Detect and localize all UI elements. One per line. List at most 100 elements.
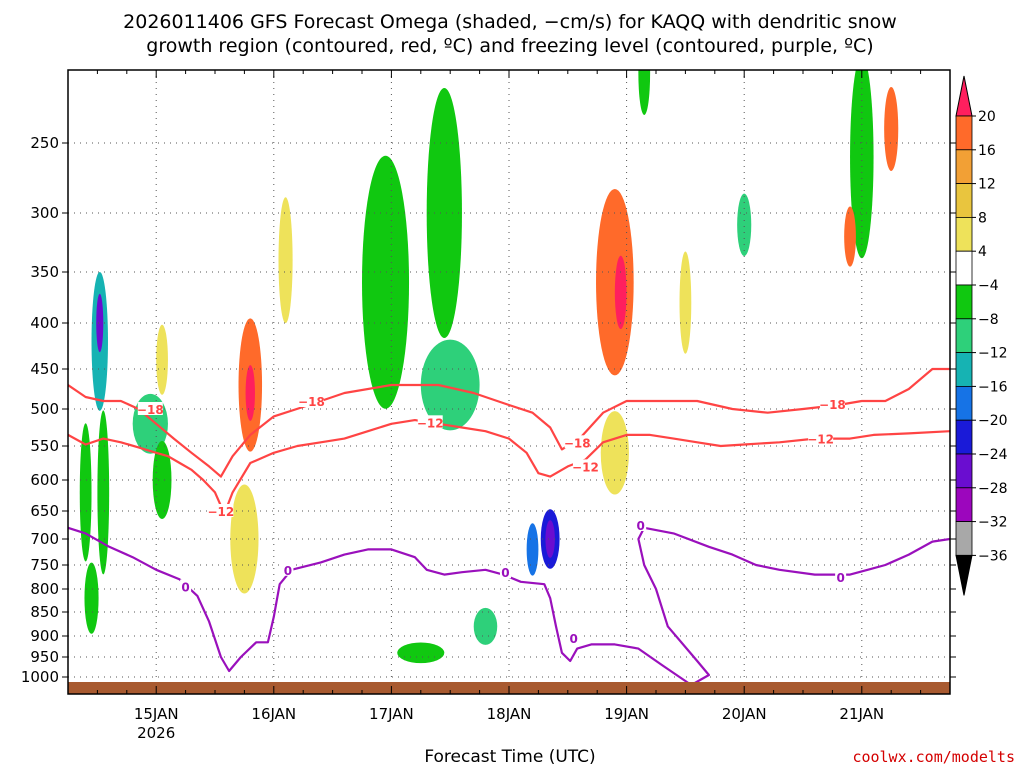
contour-label-minus-18: −18 (564, 436, 591, 450)
omega-region (156, 324, 168, 395)
colorbar-label: 8 (978, 210, 987, 226)
omega-region (545, 520, 555, 558)
contour-label-bg (298, 394, 324, 407)
colorbar-segment (955, 115, 973, 151)
y-tick-label: 400 (30, 314, 59, 332)
omega-region (638, 70, 651, 115)
contour-label-minus-18: −18 (137, 403, 164, 417)
omega-region (278, 197, 293, 324)
contour-label-bg (208, 504, 234, 517)
colorbar-arrow-top (955, 75, 973, 117)
x-tick-label: 21JAN (839, 705, 884, 723)
contour-label-bg (282, 562, 294, 576)
contour-label-minus-12: −12 (207, 505, 234, 519)
colorbar-segment (955, 487, 973, 522)
colorbar-segment (955, 419, 973, 455)
contour-label-freezing-0: 0 (181, 581, 189, 595)
omega-region (97, 410, 110, 575)
contour-label-bg (572, 459, 598, 473)
omega-region (426, 88, 462, 338)
omega-region (884, 87, 899, 171)
y-tick-label: 700 (30, 530, 59, 548)
omega-region (245, 365, 255, 421)
omega-region (600, 411, 629, 495)
x-tick-sublabel: 2026 (137, 724, 175, 742)
colorbar-label: 20 (978, 109, 996, 125)
contour-label-bg (499, 565, 511, 579)
y-tick-label: 450 (30, 360, 59, 378)
y-tick-label: 600 (30, 471, 59, 489)
contour-label-minus-12: −12 (417, 416, 444, 430)
y-tick-label: 500 (30, 400, 59, 418)
omega-region (397, 642, 445, 664)
plot-area: 0 0 0 0 0 0 −12 −12 −12 −12 −18 −18 −18 −18 (68, 70, 950, 694)
contour-label-bg (835, 570, 847, 583)
colorbar-segment (955, 250, 973, 286)
contour-label-bg (819, 397, 845, 411)
colorbar-label: −20 (978, 413, 1008, 429)
colorbar-segment (955, 284, 973, 320)
credit-text[interactable]: coolwx.com/modelts (852, 748, 1015, 766)
x-axis-label: Forecast Time (UTC) (424, 747, 595, 767)
contour-label-freezing-0: 0 (501, 566, 509, 580)
colorbar-label: −8 (978, 312, 999, 328)
colorbar-segment (955, 183, 973, 218)
colorbar-segment (955, 352, 973, 387)
omega-region (473, 607, 498, 645)
omega-region (679, 251, 692, 354)
omega-region (526, 523, 539, 576)
plot-content: 0 0 0 0 0 0 −12 −12 −12 −12 −18 −18 −18 −18 (68, 70, 950, 694)
colorbar-segment (955, 521, 973, 556)
colorbar-segment (955, 318, 973, 353)
y-tick-label: 650 (30, 502, 59, 520)
y-tick-label: 800 (30, 580, 59, 598)
contour-label-freezing-0: 0 (836, 571, 844, 585)
colorbar-label: 16 (978, 143, 996, 159)
chart-title: 2026011406 GFS Forecast Omega (shaded, −… (123, 11, 897, 57)
colorbar-label: −28 (978, 481, 1008, 497)
colorbar-label: −12 (978, 346, 1008, 362)
omega-region (850, 70, 874, 259)
omega-region (614, 255, 627, 330)
y-tick-label: 750 (30, 556, 59, 574)
title-line-2: growth region (contoured, red, ºC) and f… (146, 35, 873, 57)
contour-label-bg (564, 435, 590, 449)
omega-region (844, 206, 856, 267)
colorbar-label: −32 (978, 515, 1008, 531)
colorbar: 20 16 12 8 4 −4 −8 −12 −16 −20 −24 −28 −32 −36 (955, 75, 1008, 596)
contour-label-freezing-0: 0 (284, 564, 292, 578)
colorbar-arrow-bottom (955, 554, 973, 596)
colorbar-label: −36 (978, 548, 1008, 564)
x-tick-label: 18JAN (487, 705, 532, 723)
axes: 250 300 350 400 450 500 550 600 650 700 750 800 850 9… (21, 69, 956, 742)
omega-region (230, 484, 259, 594)
contour-label-bg (417, 415, 443, 429)
contour-label-freezing-0: 0 (637, 519, 645, 533)
contour-label-bg (180, 579, 192, 593)
colorbar-segment (955, 216, 973, 252)
contour-label-minus-12: −12 (807, 433, 834, 447)
colorbar-segment (955, 453, 973, 489)
omega-region (84, 562, 99, 634)
x-tick-label: 17JAN (369, 705, 414, 723)
y-tick-label: 250 (30, 134, 59, 152)
y-tick-label: 350 (30, 263, 59, 281)
colorbar-label: 4 (978, 244, 987, 260)
colorbar-label: −16 (978, 379, 1008, 395)
contour-label-minus-18: −18 (819, 398, 846, 412)
y-tick-label: 950 (30, 648, 59, 666)
y-tick-label: 900 (30, 627, 59, 645)
colorbar-segment (955, 385, 973, 421)
y-tick-label: 550 (30, 437, 59, 455)
x-tick-label: 15JAN (134, 705, 179, 723)
omega-region (79, 423, 92, 562)
colorbar-segment (955, 149, 973, 185)
y-tick-label: 1000 (21, 668, 59, 686)
contour-label-bg (568, 631, 580, 645)
colorbar-label: 12 (978, 177, 996, 193)
contour-label-bg (635, 518, 647, 531)
contour-label-minus-18: −18 (298, 395, 325, 409)
x-tick-label: 20JAN (722, 705, 767, 723)
omega-region (152, 441, 172, 519)
